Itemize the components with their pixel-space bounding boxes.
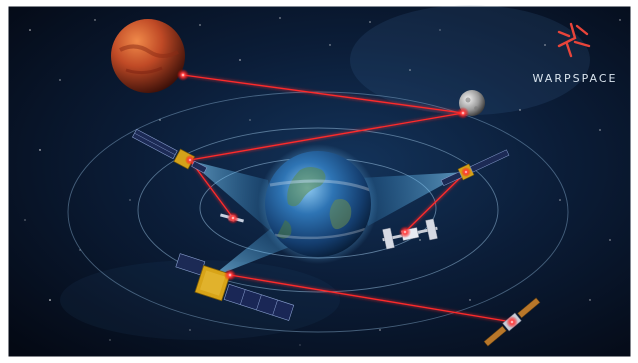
middle-orbit xyxy=(137,127,499,293)
stars xyxy=(24,17,621,346)
outer-orbit xyxy=(67,91,569,333)
satellite-large xyxy=(175,253,295,321)
satellite-left xyxy=(132,128,208,174)
warpspace-logo: WARPSPACE xyxy=(533,22,618,85)
laser-nodes xyxy=(177,69,518,328)
brand-name: WARPSPACE xyxy=(533,72,618,85)
earth xyxy=(258,144,378,264)
warpspace-logo-mark xyxy=(557,22,591,58)
laser-links xyxy=(182,74,513,323)
mars-planet xyxy=(111,19,185,93)
